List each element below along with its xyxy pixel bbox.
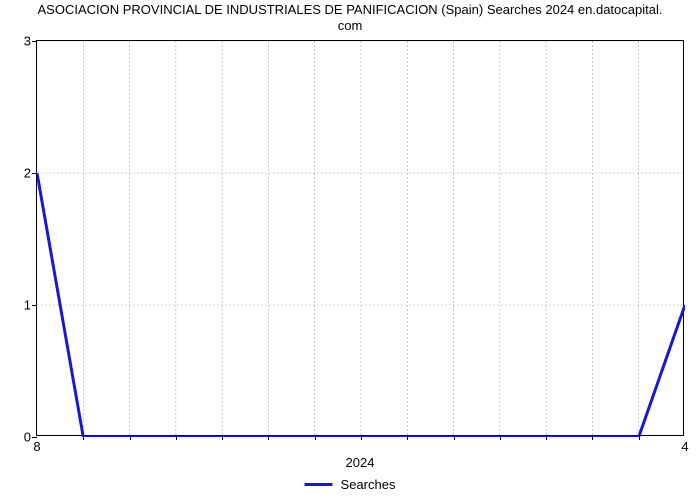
chart-title: ASOCIACION PROVINCIAL DE INDUSTRIALES DE… — [0, 2, 700, 35]
chart-container: ASOCIACION PROVINCIAL DE INDUSTRIALES DE… — [0, 0, 700, 500]
gridlines — [37, 41, 685, 437]
plot-svg — [37, 41, 685, 437]
legend-label: Searches — [341, 477, 396, 492]
x-tick-label: 8 — [33, 435, 40, 454]
legend: Searches — [305, 477, 396, 492]
chart-title-line2: com — [338, 18, 363, 33]
chart-title-line1: ASOCIACION PROVINCIAL DE INDUSTRIALES DE… — [38, 2, 663, 17]
x-tick-label: 4 — [681, 435, 688, 454]
plot-area: 2024 012384 — [36, 40, 684, 436]
x-axis-label: 2024 — [346, 455, 375, 470]
legend-swatch — [305, 483, 333, 486]
